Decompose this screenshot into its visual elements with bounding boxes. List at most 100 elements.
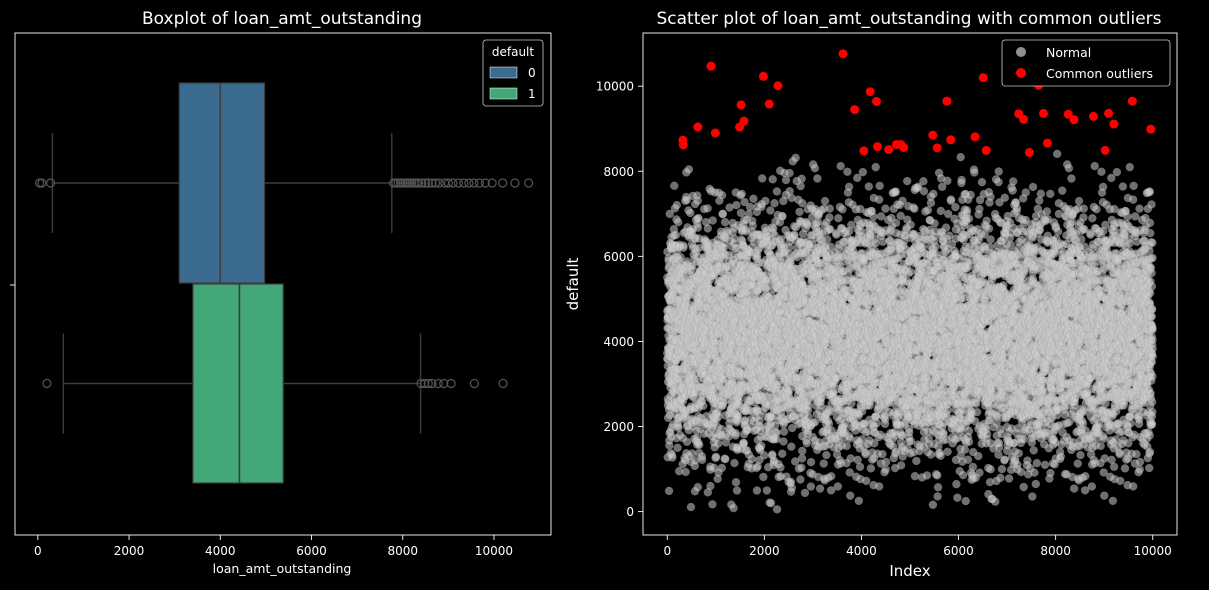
normal-point [845,491,855,500]
normal-point [682,437,692,447]
outlier-point-1 [420,378,430,389]
normal-point [732,486,742,495]
normal-point [797,463,806,472]
normal-point [679,241,688,250]
normal-point [708,216,718,225]
outlier-point-1 [42,378,52,389]
boxplot-title: Boxplot of loan_amt_outstanding [142,9,422,29]
normal-point [891,187,900,197]
outlier-point-0 [498,178,508,188]
outlier-point-0 [404,178,415,188]
boxplot-legend-title: default [492,45,535,59]
outlier-point-0 [395,178,406,188]
outlier-point-0 [469,178,479,188]
x-tick-label: 2000 [114,544,145,558]
normal-point [871,162,880,172]
normal-point [731,428,740,438]
normal-point [699,401,708,411]
outlier-point-0 [423,178,433,188]
normal-point [813,174,822,183]
outlier-point-0 [420,178,431,188]
outlier-point-0 [448,178,458,188]
normal-point [714,439,723,448]
normal-point [770,198,779,208]
normal-point [736,208,746,218]
normal-point [695,440,704,450]
normal-point [673,443,682,453]
outlier-point-0 [393,178,403,188]
normal-point [779,427,789,436]
normal-point [761,196,770,206]
normal-point [843,167,852,176]
normal-point [693,482,703,492]
outlier-point-0 [480,178,490,188]
normal-point [673,217,683,227]
normal-point [672,200,682,210]
outlier-point-0 [427,178,437,188]
normal-point [864,182,874,191]
scatter-title: Scatter plot of loan_amt_outstanding wit… [656,9,1161,29]
boxplot-legend: default 0 1 [482,39,544,107]
outlier-point-0 [400,178,410,188]
legend-label-1: 1 [528,87,536,101]
normal-point [785,168,794,178]
outlier-point-0 [411,178,422,188]
normal-point [684,165,694,174]
outlier-point-0 [402,178,412,188]
normal-point [874,482,884,491]
normal-point [718,209,728,219]
normal-point [693,223,703,232]
normal-point [896,461,906,470]
normal-point [703,204,712,213]
normal-point [878,449,887,459]
normal-point [820,196,830,206]
outlier-point-1 [433,378,443,389]
normal-point [711,452,721,462]
normal-point [766,206,775,215]
normal-point [686,208,695,218]
box-0 [178,82,266,284]
outlier-point-1 [427,378,437,389]
normal-point [694,214,703,223]
box-1 [192,283,284,484]
normal-point [855,462,865,471]
scatter-panel: Scatter plot of loan_amt_outstanding wit… [564,9,1178,580]
normal-point [721,454,730,464]
normal-point [731,478,741,487]
x-tick-label: 6000 [296,544,327,558]
normal-point [772,187,782,196]
normal-point [757,174,767,183]
normal-point [681,467,690,477]
normal-point [777,449,787,458]
x-tick-label: 4000 [205,544,236,558]
outlier-point-0 [407,178,417,188]
boxplot-x-label: loan_amt_outstanding [213,561,352,576]
normal-point [720,217,730,227]
normal-point [832,230,841,239]
outlier-point-1 [439,378,449,389]
normal-point [872,418,882,428]
normal-point [776,463,785,472]
normal-point [747,454,757,464]
outlier-point-1 [498,378,508,389]
outlier-point-1 [446,378,456,389]
normal-point [717,463,727,473]
normal-point [708,500,717,509]
normal-point [797,454,807,463]
x-tick-label: 0 [34,544,42,558]
normal-point [737,189,746,199]
x-tick-label: 10000 [475,544,513,558]
normal-point [810,163,820,173]
normal-point [762,486,772,495]
normal-point [768,175,777,184]
normal-point [796,181,805,191]
normal-point [778,212,787,221]
legend-swatch-1 [489,87,518,100]
normal-point [826,471,836,481]
boxplot-plot-area [35,82,534,484]
normal-point [703,224,713,233]
outlier-point-0 [443,178,453,188]
normal-point [733,412,743,421]
normal-point [875,181,884,191]
normal-point [825,213,834,222]
